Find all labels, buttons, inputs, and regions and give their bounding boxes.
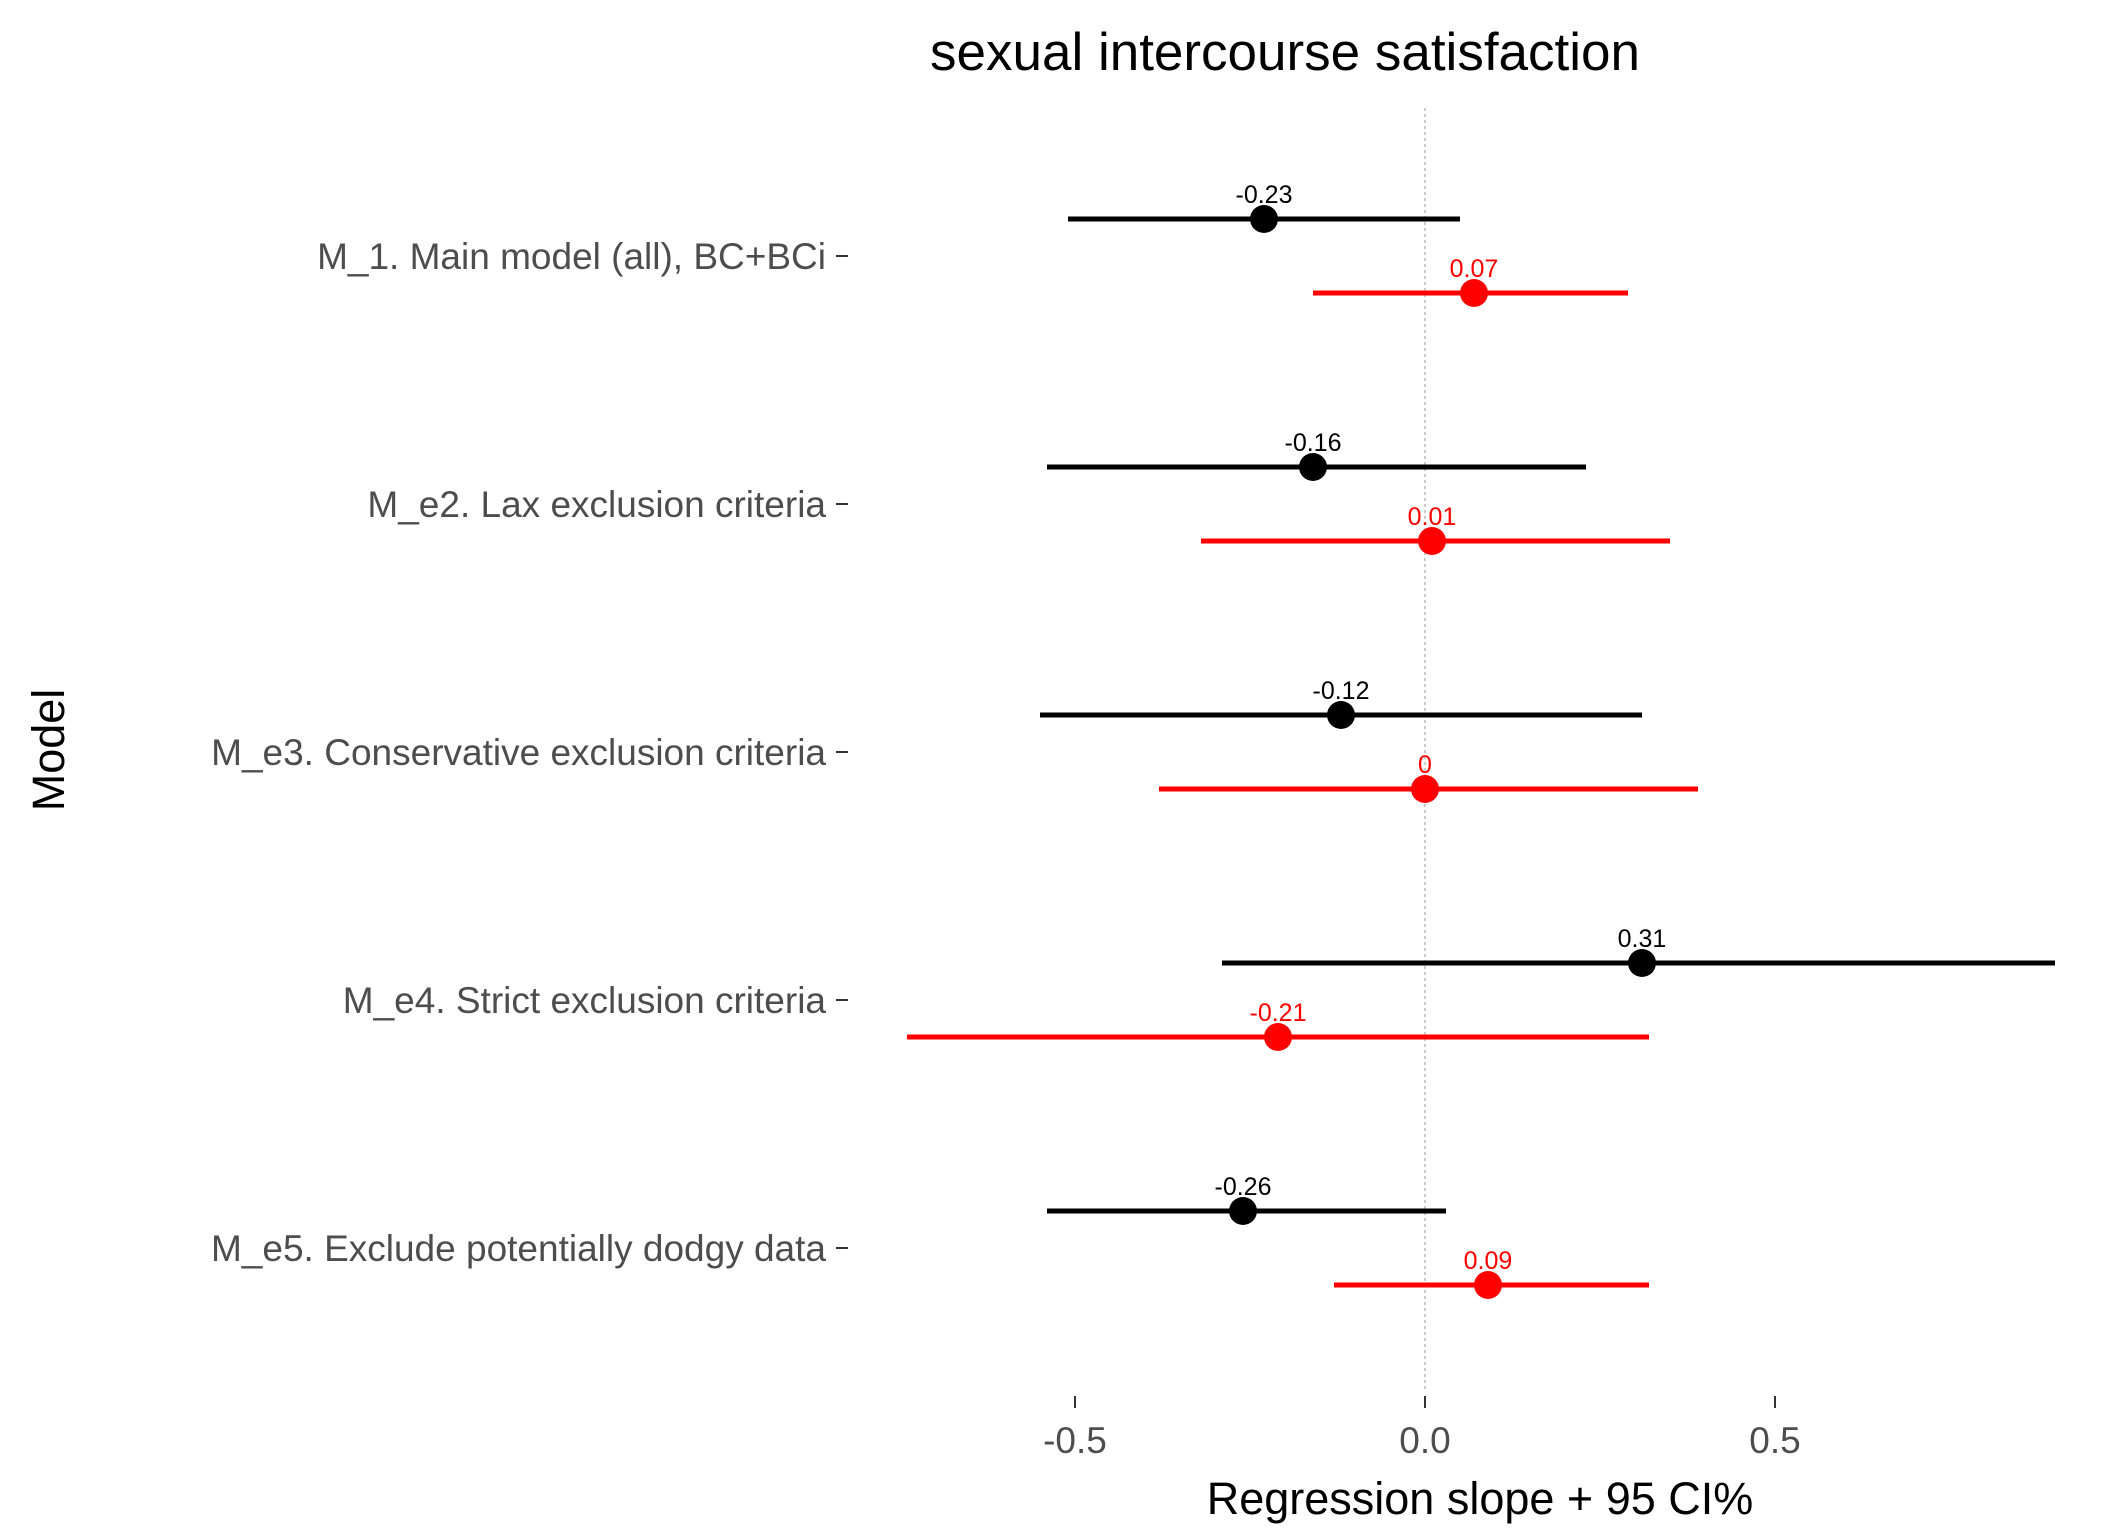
estimate-label: -0.21 <box>1250 999 1307 1027</box>
y-tick-label: M_e3. Conservative exclusion criteria <box>211 732 826 773</box>
estimate-label: 0.01 <box>1408 503 1457 531</box>
estimate-point <box>1264 1023 1292 1051</box>
estimate-label: -0.12 <box>1313 677 1370 705</box>
plot-area: M_1. Main model (all), BC+BCi M_e2. Lax e… <box>211 108 2055 1461</box>
estimate-label: 0.07 <box>1450 255 1499 283</box>
estimate-point <box>1299 453 1327 481</box>
y-axis-title: Model <box>23 689 74 812</box>
estimate-point <box>1411 775 1439 803</box>
estimate-label: -0.16 <box>1285 429 1342 457</box>
x-tick-label: 0.5 <box>1749 1420 1800 1461</box>
x-axis-title: Regression slope + 95 CI% <box>1207 1473 1754 1524</box>
estimate-point <box>1250 205 1278 233</box>
estimate-label: -0.23 <box>1236 181 1293 209</box>
estimate-label: -0.26 <box>1215 1173 1272 1201</box>
chart-title: sexual intercourse satisfaction <box>930 23 1640 82</box>
estimate-label: 0.09 <box>1464 1247 1513 1275</box>
estimate-label: 0.31 <box>1618 925 1667 953</box>
estimate-point <box>1460 279 1488 307</box>
x-tick-label: 0.0 <box>1399 1420 1450 1461</box>
y-tick-label: M_e2. Lax exclusion criteria <box>367 484 826 525</box>
estimate-point <box>1229 1197 1257 1225</box>
estimate-point <box>1474 1271 1502 1299</box>
y-tick-label: M_e4. Strict exclusion criteria <box>343 980 827 1021</box>
y-tick-label: M_1. Main model (all), BC+BCi <box>317 236 826 277</box>
estimate-point <box>1418 527 1446 555</box>
estimate-point <box>1327 701 1355 729</box>
estimate-point <box>1628 949 1656 977</box>
x-tick-label: -0.5 <box>1043 1420 1107 1461</box>
y-tick-label: M_e5. Exclude potentially dodgy data <box>211 1228 826 1269</box>
estimate-label: 0 <box>1418 751 1432 779</box>
